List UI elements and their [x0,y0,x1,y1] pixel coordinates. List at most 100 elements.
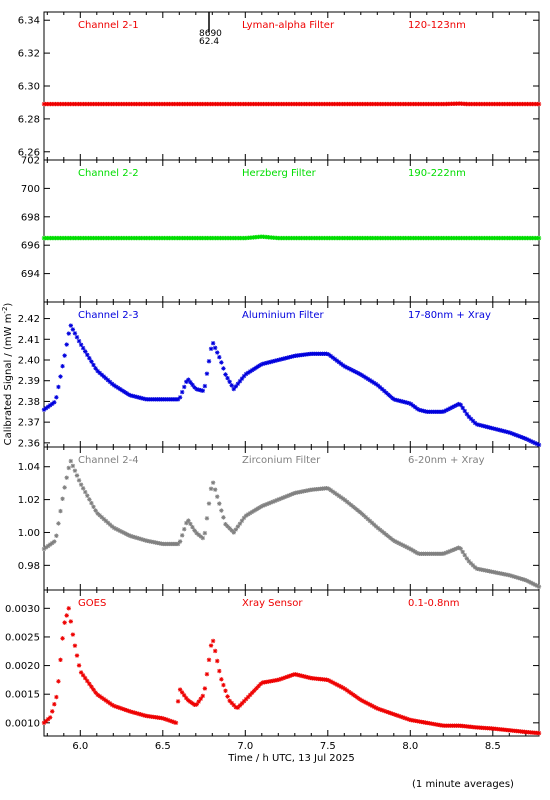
data-point [382,530,387,536]
data-point [287,673,292,679]
data-point [338,684,344,689]
band-label: 190-222nm [408,168,466,179]
data-point [241,515,247,520]
data-point [260,503,265,509]
data-point [80,486,86,491]
data-point [95,692,100,697]
data-point [536,442,542,448]
data-point [239,518,245,523]
data-point [186,377,191,382]
data-point [66,465,71,471]
data-point [101,516,107,522]
data-point [512,574,517,579]
data-point [450,548,455,553]
y-tick-label: 696 [21,241,40,252]
data-point [371,522,377,527]
data-point [507,573,513,578]
data-point [276,357,282,362]
data-point [330,355,335,360]
x-tick-label: 8.5 [485,741,501,752]
data-point [349,502,354,508]
data-point [347,689,352,695]
data-point [456,545,461,550]
data-point [351,692,356,697]
data-point [109,524,115,529]
data-point [332,356,338,362]
band-label: 120-123nm [408,20,466,31]
data-point [512,432,517,437]
data-point [386,534,391,539]
data-point [332,681,338,686]
data-point [287,492,292,498]
data-point [103,698,109,703]
data-point [111,703,117,709]
data-point [483,424,488,429]
data-point [243,696,249,702]
data-point [245,512,251,517]
data-point [120,529,125,535]
data-point [130,534,135,539]
data-point [118,705,123,711]
data-point [299,673,305,679]
data-point [396,540,401,546]
data-point [235,381,241,387]
data-point [270,359,276,364]
data-point [375,706,381,712]
data-point [80,345,86,351]
data-point [206,359,212,364]
data-point [217,355,222,360]
data-point [93,366,98,371]
data-point [252,688,257,693]
data-point [87,356,92,361]
data-point [342,498,348,503]
filter-label: Herzberg Filter [242,168,317,179]
data-point [198,388,203,393]
data-point [190,525,195,530]
data-point [326,486,331,491]
data-point [328,679,333,684]
data-point [179,389,185,395]
averaging-note: (1 minute averages) [412,779,514,790]
data-point [536,584,542,589]
data-point [357,509,362,514]
data-point [330,489,335,494]
data-point [116,705,121,710]
data-point [330,680,335,685]
data-point [190,382,195,388]
data-point [413,549,418,555]
data-point [363,514,368,520]
data-point [194,387,199,392]
data-point [380,387,385,392]
data-point [118,387,123,392]
data-point [522,436,527,441]
data-point [54,694,59,700]
data-point [219,508,224,513]
data-point [421,408,426,414]
data-point [281,495,286,500]
data-point [60,364,65,369]
data-point [283,675,288,680]
y-tick-label: 0.0020 [5,661,40,672]
data-point [491,426,496,431]
data-point [326,678,331,683]
data-point [204,516,210,521]
data-point [225,375,230,381]
panel-frame [43,589,540,737]
data-point [78,670,84,675]
data-point [74,653,80,658]
data-point [74,473,80,478]
data-point [60,636,65,641]
data-point [111,525,117,531]
data-point [384,532,389,537]
data-point [524,436,529,442]
data-point [355,507,360,513]
data-point [452,547,457,552]
data-point [441,551,447,556]
data-point [243,371,249,377]
data-point [87,497,92,502]
data-point [458,546,463,551]
data-point [272,498,278,504]
data-point [334,492,340,497]
data-point [47,403,53,408]
data-point [406,400,412,406]
